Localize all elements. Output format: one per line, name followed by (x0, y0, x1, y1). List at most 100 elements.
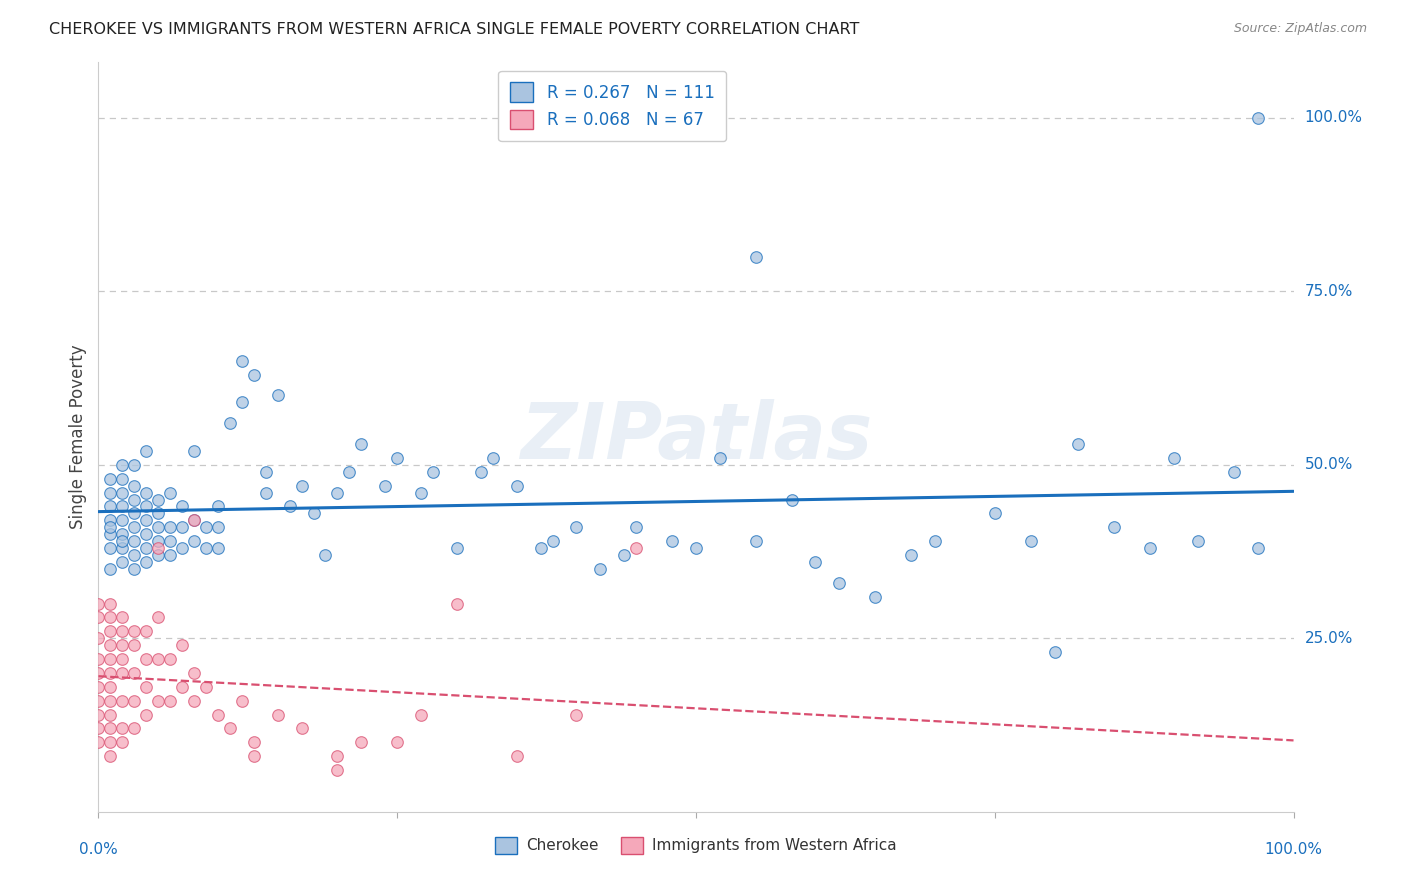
Point (124, 534, 146, 549)
Point (135, 707, 157, 722)
Point (541, 534, 564, 549)
Point (135, 555, 157, 569)
Point (900, 548, 922, 562)
Point (87, 610, 110, 624)
Point (124, 562, 146, 576)
Point (124, 548, 146, 562)
Point (159, 520, 181, 534)
Point (745, 250, 768, 264)
Point (135, 624, 157, 639)
Point (481, 450, 505, 465)
Text: 100.0%: 100.0% (1305, 111, 1362, 126)
Point (243, 368, 266, 382)
Point (135, 444, 157, 458)
Point (1247, 111, 1270, 125)
Point (254, 465, 277, 479)
Point (98, 722, 122, 736)
Point (326, 763, 349, 777)
Point (124, 478, 146, 492)
Point (207, 500, 229, 514)
Point (207, 707, 229, 722)
Text: 0.0%: 0.0% (79, 842, 118, 857)
Text: 100.0%: 100.0% (1264, 842, 1323, 857)
Point (98, 597, 122, 611)
Point (98, 527, 122, 541)
Point (207, 520, 229, 534)
Point (159, 534, 181, 549)
Point (111, 694, 134, 708)
Point (87, 707, 110, 722)
Point (159, 548, 181, 562)
Point (124, 638, 146, 652)
Point (87, 597, 110, 611)
Point (195, 520, 218, 534)
Point (302, 507, 325, 521)
Point (111, 513, 134, 527)
Point (172, 520, 194, 534)
Point (98, 562, 122, 576)
Point (172, 638, 194, 652)
Point (111, 665, 134, 680)
Point (183, 534, 205, 549)
Point (148, 652, 170, 666)
Point (98, 680, 122, 694)
Point (219, 416, 242, 430)
Point (828, 575, 851, 590)
Point (135, 527, 157, 541)
Point (374, 478, 396, 492)
Point (98, 472, 122, 486)
Point (135, 652, 157, 666)
Point (183, 665, 205, 680)
Point (984, 507, 1007, 521)
Point (135, 485, 157, 500)
Point (124, 520, 146, 534)
Point (98, 652, 122, 666)
Point (87, 652, 110, 666)
Point (148, 534, 170, 549)
Point (98, 541, 122, 555)
Point (183, 444, 205, 458)
Point (159, 652, 181, 666)
Point (267, 388, 290, 402)
Point (1223, 465, 1246, 479)
Point (98, 513, 122, 527)
Point (135, 541, 157, 555)
Point (111, 527, 134, 541)
Text: CHEROKEE VS IMMIGRANTS FROM WESTERN AFRICA SINGLE FEMALE POVERTY CORRELATION CHA: CHEROKEE VS IMMIGRANTS FROM WESTERN AFRI… (49, 22, 859, 37)
Point (231, 694, 253, 708)
Point (98, 520, 122, 534)
Point (1043, 645, 1066, 659)
Point (685, 541, 707, 555)
Point (111, 722, 134, 736)
Point (243, 735, 266, 749)
Point (411, 707, 433, 722)
Point (661, 534, 683, 549)
Point (124, 492, 146, 507)
Point (111, 534, 134, 549)
Point (804, 555, 827, 569)
Point (506, 749, 529, 764)
Point (135, 500, 157, 514)
Point (865, 590, 887, 604)
Point (411, 485, 433, 500)
Text: 75.0%: 75.0% (1305, 284, 1353, 299)
Point (124, 458, 146, 472)
Text: 25.0%: 25.0% (1305, 631, 1353, 646)
Point (148, 548, 170, 562)
Text: Source: ZipAtlas.com: Source: ZipAtlas.com (1233, 22, 1367, 36)
Y-axis label: Single Female Poverty: Single Female Poverty (69, 345, 87, 529)
Point (613, 548, 636, 562)
Point (231, 353, 253, 368)
Point (124, 722, 146, 736)
Point (111, 485, 134, 500)
Point (565, 520, 588, 534)
Point (291, 478, 314, 492)
Point (1104, 520, 1126, 534)
Point (111, 472, 134, 486)
Point (326, 485, 349, 500)
Point (159, 485, 181, 500)
Point (98, 694, 122, 708)
Point (626, 520, 648, 534)
Text: ZIPatlas: ZIPatlas (520, 399, 872, 475)
Point (148, 507, 170, 521)
